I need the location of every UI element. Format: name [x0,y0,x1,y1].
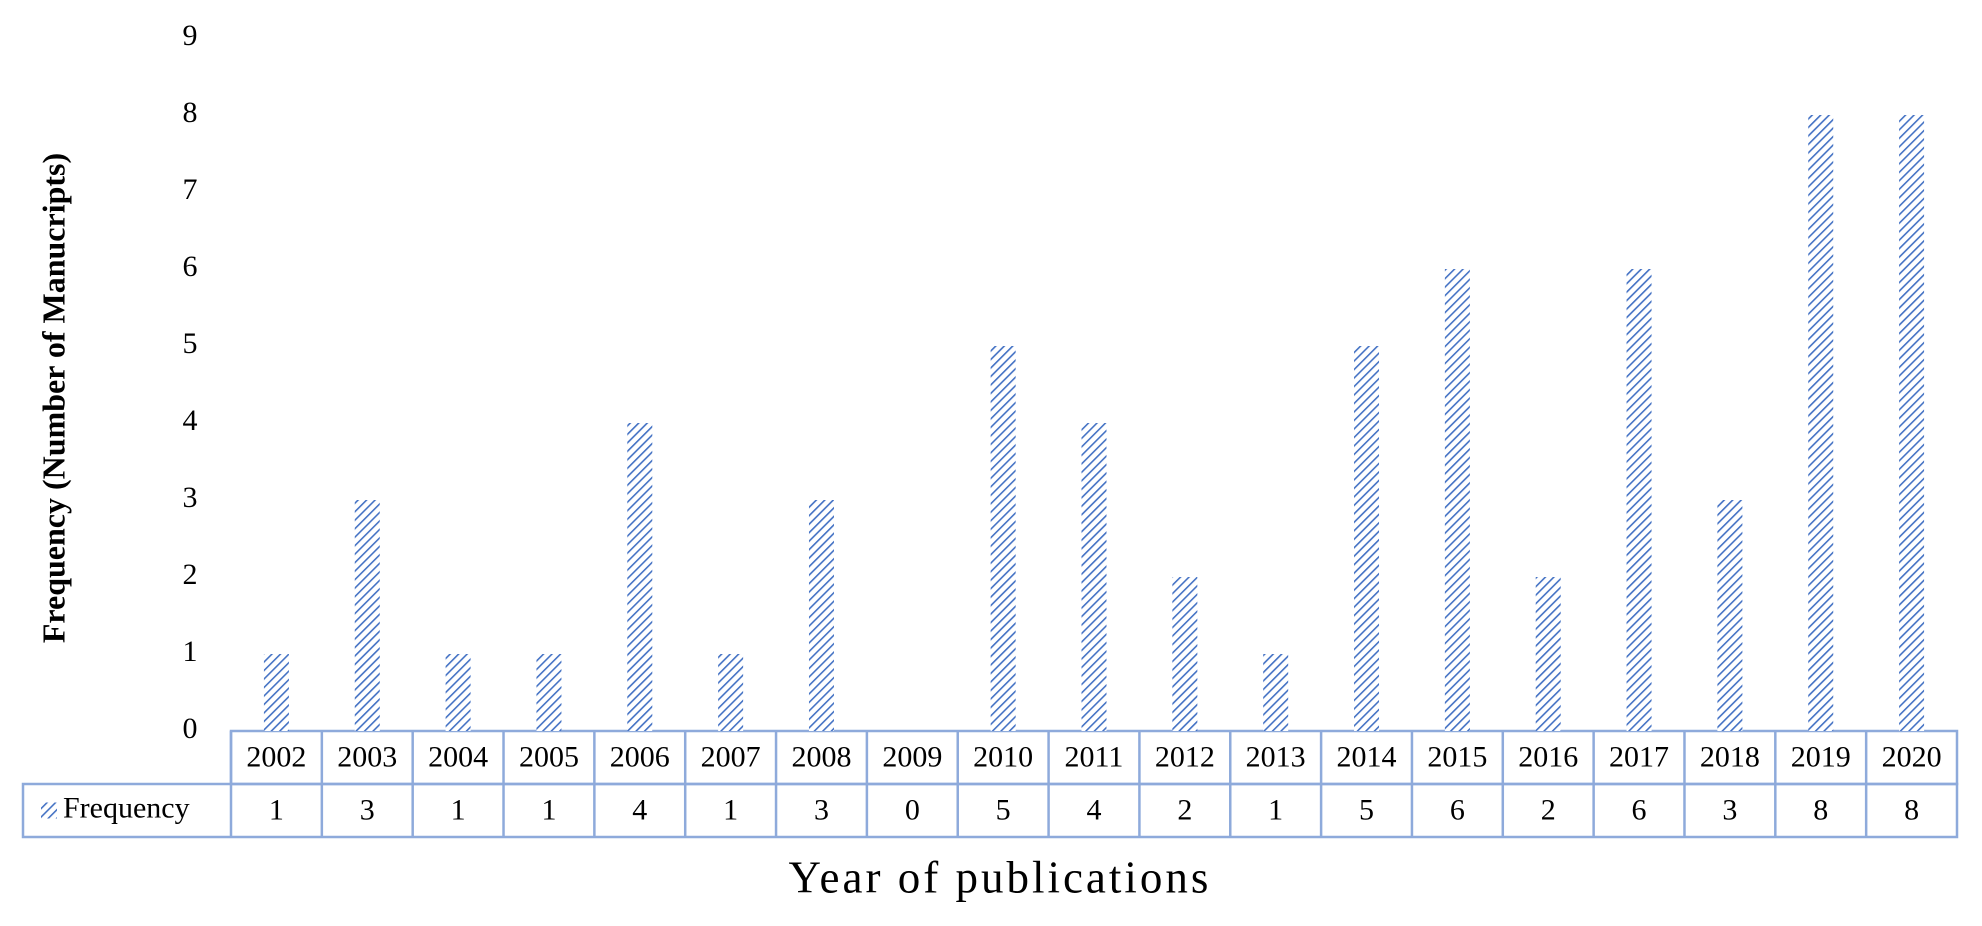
x-tick-label: 2016 [1518,740,1578,773]
table-value: 1 [269,793,284,826]
x-axis-label: Year of publications [789,852,1212,902]
x-tick-label: 2003 [337,740,397,773]
bar [1808,115,1834,731]
table-value: 6 [1450,793,1465,826]
table-value: 1 [1268,793,1283,826]
table-value: 3 [1722,793,1737,826]
x-tick-label: 2019 [1791,740,1851,773]
bar [263,654,289,731]
table-value: 0 [905,793,920,826]
bar [1263,654,1289,731]
table-value: 2 [1177,793,1192,826]
y-tick-label: 3 [183,481,198,514]
y-tick-label: 2 [183,558,198,591]
legend-label: Frequency [63,791,190,824]
bar [536,654,562,731]
table-value: 2 [1541,793,1556,826]
bar [627,423,653,731]
x-tick-label: 2002 [246,740,306,773]
x-tick-label: 2017 [1609,740,1669,773]
bar [1626,269,1652,731]
x-tick-label: 2014 [1337,740,1397,773]
x-tick-label: 2013 [1246,740,1306,773]
y-tick-label: 9 [183,19,198,52]
y-tick-label: 6 [183,250,198,283]
y-tick-label: 1 [183,635,198,668]
x-tick-label: 2011 [1065,740,1124,773]
bar [1717,500,1743,731]
x-tick-label: 2010 [973,740,1033,773]
table-value: 4 [1087,793,1102,826]
x-tick-label: 2009 [882,740,942,773]
table-value: 4 [632,793,647,826]
x-tick-label: 2015 [1427,740,1487,773]
table-value: 3 [360,793,375,826]
table-value: 1 [451,793,466,826]
y-tick-label: 7 [183,173,198,206]
bar [808,500,834,731]
bar [1172,577,1198,731]
x-tick-label: 2018 [1700,740,1760,773]
table-value: 1 [541,793,556,826]
y-axis-label: Frequency (Number of Manucripts) [35,153,71,643]
bar [445,654,471,731]
bar [990,346,1016,731]
y-tick-label: 0 [183,712,198,745]
x-tick-label: 2012 [1155,740,1215,773]
bar [1535,577,1561,731]
y-tick-label: 4 [183,404,198,437]
x-tick-label: 2005 [519,740,579,773]
table-value: 8 [1904,793,1919,826]
table-value: 1 [723,793,738,826]
y-tick-label: 5 [183,327,198,360]
table-value: 6 [1632,793,1647,826]
x-tick-label: 2020 [1882,740,1942,773]
bar [1444,269,1470,731]
legend-key [41,802,57,819]
table-value: 5 [1359,793,1374,826]
bar [1899,115,1925,731]
bar [354,500,380,731]
y-tick-label: 8 [183,96,198,129]
x-tick-label: 2007 [701,740,761,773]
x-tick-label: 2008 [791,740,851,773]
x-tick-label: 2004 [428,740,488,773]
table-value: 5 [996,793,1011,826]
bar [718,654,744,731]
bar [1354,346,1380,731]
table-value: 8 [1813,793,1828,826]
x-tick-label: 2006 [610,740,670,773]
table-cell [21,782,1959,839]
bar [1081,423,1107,731]
table-value: 3 [814,793,829,826]
